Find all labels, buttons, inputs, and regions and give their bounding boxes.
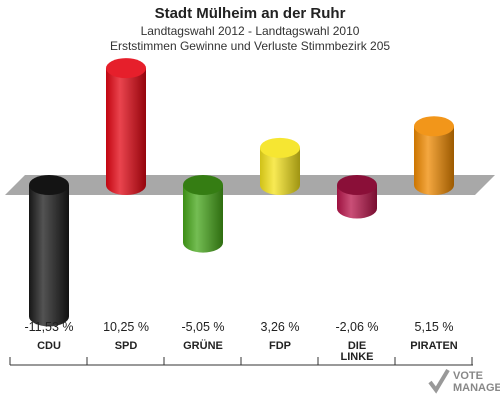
- bar-body: [106, 68, 146, 195]
- bar-spd: [106, 58, 146, 195]
- category-label: GRÜNE: [183, 339, 223, 352]
- category-label: LINKE: [341, 351, 374, 363]
- category-label: SPD: [115, 340, 138, 352]
- value-label: 10,25 %: [103, 320, 149, 334]
- value-label: 5,15 %: [415, 320, 454, 334]
- chart-subtitle: Landtagswahl 2012 - Landtagswahl 2010: [140, 24, 360, 38]
- bar-cap: [106, 58, 146, 79]
- logo-line-2: MANAGER: [453, 382, 500, 394]
- bar-gr-ne: [183, 175, 223, 253]
- chart-title: Stadt Mülheim an der Ruhr: [154, 5, 346, 22]
- logo-line-1: VOTE: [453, 370, 483, 382]
- category-label: DIE: [348, 340, 366, 352]
- chart-description: Erststimmen Gewinne und Verluste Stimmbe…: [109, 39, 391, 53]
- category-label: CDU: [37, 340, 61, 352]
- bar-fdp: [260, 137, 300, 195]
- value-label: -5,05 %: [181, 320, 224, 334]
- category-label: FDP: [269, 340, 291, 352]
- bar-die-linke: [337, 175, 377, 219]
- value-label: -11,53 %: [24, 320, 73, 334]
- bar-cdu: [29, 175, 69, 327]
- bar-body: [29, 185, 69, 327]
- bar-cap: [260, 137, 300, 158]
- vote-manager-logo: VOTE MANAGER: [427, 366, 500, 398]
- bar-body: [183, 185, 223, 253]
- bar-piraten: [414, 116, 454, 195]
- logo-text: VOTE MANAGER: [453, 370, 500, 394]
- value-label: -2,06 %: [335, 320, 378, 334]
- checkmark-icon: [428, 368, 450, 394]
- bar-cap: [414, 116, 454, 137]
- bar-body: [260, 147, 300, 195]
- bar-cap: [29, 175, 69, 195]
- value-label: 3,26 %: [261, 320, 300, 334]
- bar-cap: [183, 175, 223, 195]
- category-axis: [9, 357, 473, 366]
- bars-group: [29, 58, 454, 327]
- bar-body: [414, 126, 454, 195]
- labels-group: -11,53 % CDU 10,25 % SPD -5,05 % GRÜNE 3,26 % F…: [24, 320, 457, 363]
- category-label: PIRATEN: [410, 340, 458, 352]
- bar-cap: [337, 175, 377, 195]
